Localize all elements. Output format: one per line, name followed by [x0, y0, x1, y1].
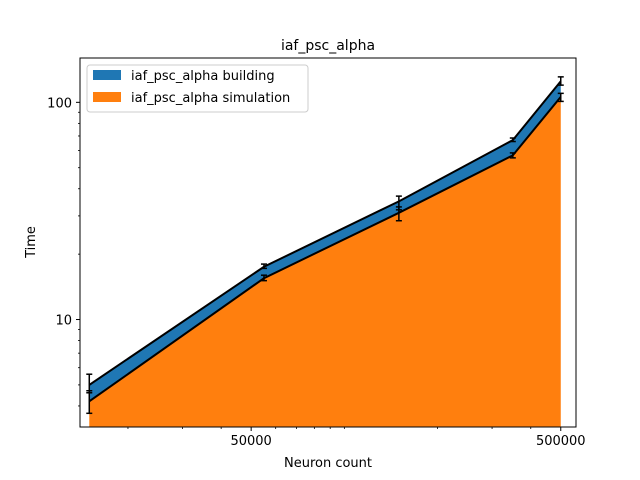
- chart-title: iaf_psc_alpha: [281, 38, 375, 54]
- y-tick-label: 100: [47, 96, 72, 111]
- y-tick-label: 10: [55, 314, 72, 329]
- x-tick-label: 50000: [230, 434, 271, 449]
- errorbars-layer: [86, 76, 564, 415]
- x-tick-label: 500000: [536, 434, 586, 449]
- area-simulation: [89, 96, 561, 427]
- legend-label-building: iaf_psc_alpha building: [131, 69, 275, 84]
- legend: iaf_psc_alpha building iaf_psc_alpha simu…: [86, 64, 309, 113]
- areas-layer: [89, 81, 561, 427]
- legend-box: [86, 64, 309, 113]
- plot-frame: [79, 57, 577, 428]
- y-axis-label: Time: [24, 226, 39, 259]
- legend-swatch-building: [93, 70, 121, 80]
- legend-label-simulation: iaf_psc_alpha simulation: [131, 91, 290, 106]
- area-building: [89, 81, 561, 402]
- legend-swatch-simulation: [93, 92, 121, 102]
- x-axis-label: Neuron count: [284, 456, 372, 471]
- axes-layer: 50000 500000 10 100: [47, 57, 586, 449]
